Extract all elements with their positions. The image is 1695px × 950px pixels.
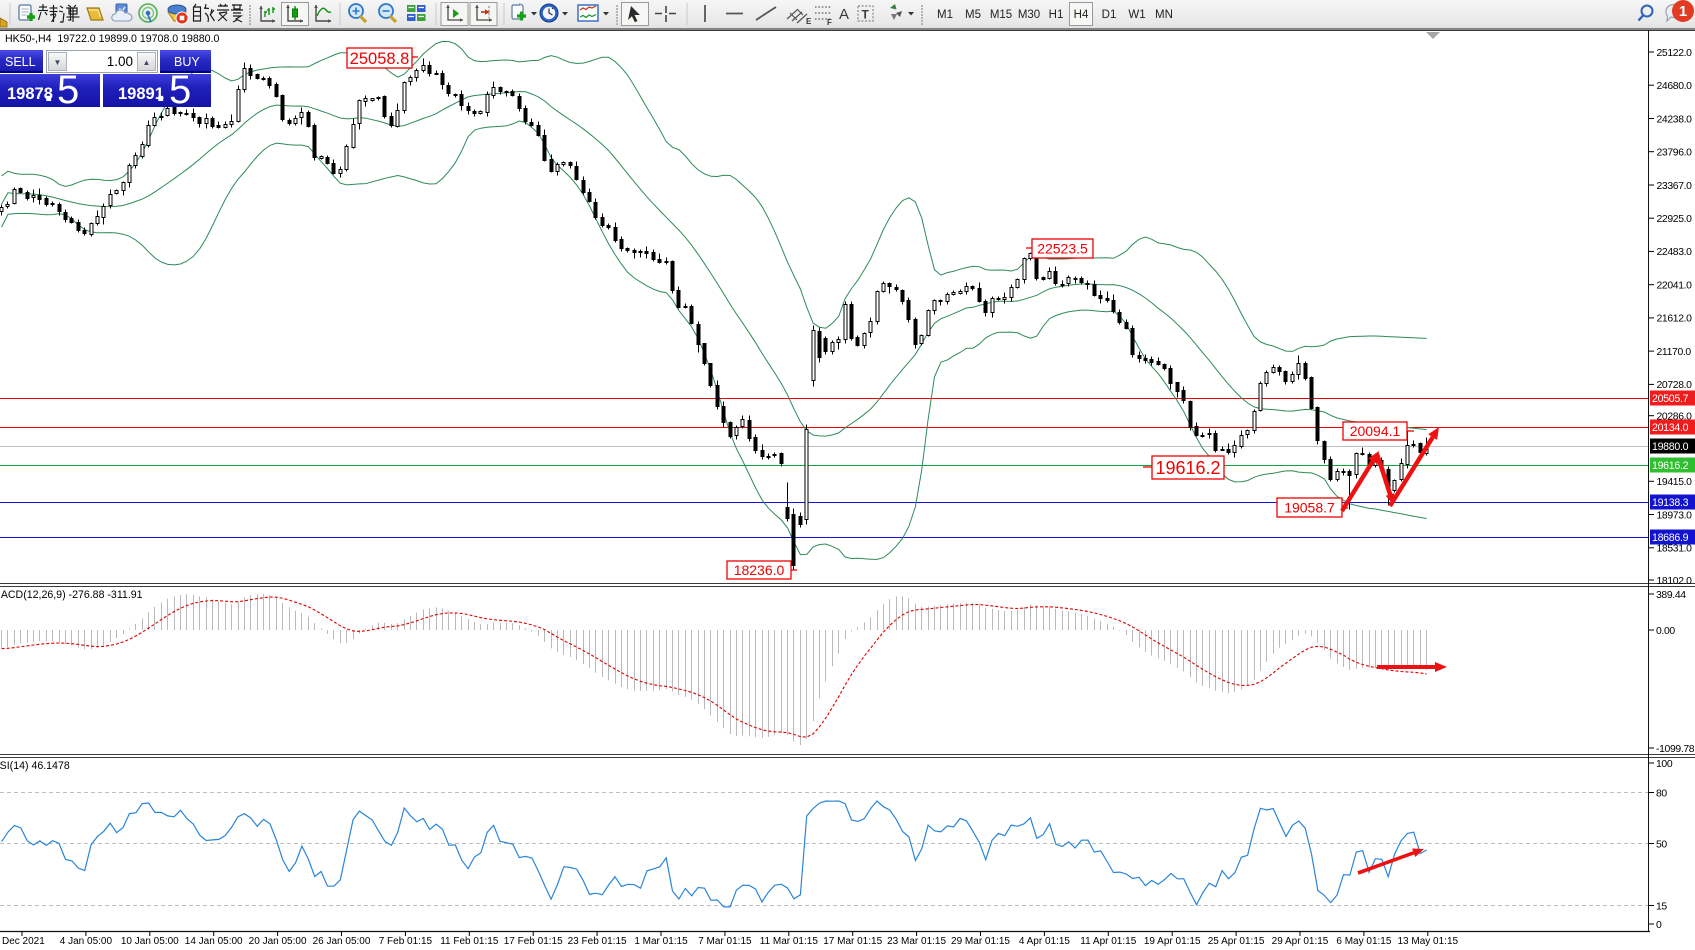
svg-text:0: 0 [1656,920,1662,931]
svg-text:1 Mar 01:15: 1 Mar 01:15 [634,936,688,947]
svg-text:29 Apr 01:15: 29 Apr 01:15 [1272,936,1329,947]
svg-text:W1: W1 [1128,9,1145,21]
svg-text:20 Jan 05:00: 20 Jan 05:00 [249,936,307,947]
svg-text:M1: M1 [937,9,953,21]
svg-text:10 Jan 05:00: 10 Jan 05:00 [121,936,179,947]
svg-text:23 Feb 01:15: 23 Feb 01:15 [568,936,627,947]
svg-text:RSI(14) 46.1478: RSI(14) 46.1478 [0,760,70,772]
svg-text:25 Apr 01:15: 25 Apr 01:15 [1208,936,1265,947]
svg-text:19 Apr 01:15: 19 Apr 01:15 [1144,936,1201,947]
svg-text:22483.0: 22483.0 [1657,247,1693,258]
svg-text:17 Feb 01:15: 17 Feb 01:15 [504,936,563,947]
svg-text:18102.0: 18102.0 [1657,576,1693,587]
svg-text:100: 100 [1656,759,1673,770]
svg-text:29 Mar 01:15: 29 Mar 01:15 [951,936,1010,947]
svg-text:MACD(12,26,9) -276.88 -311.91: MACD(12,26,9) -276.88 -311.91 [0,589,143,601]
svg-text:A: A [839,6,849,23]
svg-text:19880.0: 19880.0 [1652,441,1689,453]
svg-text:HK50-,H4 19722.0 19899.0 1970: HK50-,H4 19722.0 19899.0 19708.0 19880.0 [5,33,220,45]
svg-text:18531.0: 18531.0 [1657,544,1693,555]
svg-text:50: 50 [1656,839,1667,850]
svg-text:17 Mar 01:15: 17 Mar 01:15 [823,936,882,947]
svg-text:21170.0: 21170.0 [1657,347,1692,358]
svg-text:23367.0: 23367.0 [1657,181,1693,192]
svg-text:11 Mar 01:15: 11 Mar 01:15 [760,936,819,947]
svg-text:MN: MN [1155,9,1173,21]
svg-text:11 Feb 01:15: 11 Feb 01:15 [440,936,499,947]
svg-text:H4: H4 [1074,9,1089,21]
svg-text:22523.5: 22523.5 [1037,241,1088,257]
svg-text:19616.2: 19616.2 [1155,458,1220,478]
svg-text:19415.0: 19415.0 [1657,477,1693,488]
svg-text:25058.8: 25058.8 [350,50,410,68]
svg-text:20728.0: 20728.0 [1657,380,1693,391]
svg-text:T: T [862,8,870,22]
svg-text:18973.0: 18973.0 [1657,510,1693,521]
svg-text:20134.0: 20134.0 [1652,422,1689,434]
svg-text:20286.0: 20286.0 [1657,412,1693,423]
svg-text:6 May 01:15: 6 May 01:15 [1336,936,1391,947]
svg-text:26 Jan 05:00: 26 Jan 05:00 [313,936,371,947]
svg-text:23 Mar 01:15: 23 Mar 01:15 [887,936,946,947]
svg-text:24238.0: 24238.0 [1657,114,1693,125]
svg-text:19616.2: 19616.2 [1652,460,1689,472]
svg-text:F: F [827,18,832,27]
svg-text:Dec 2021: Dec 2021 [2,936,45,947]
svg-text:14 Jan 05:00: 14 Jan 05:00 [185,936,243,947]
svg-text:E: E [806,17,812,26]
svg-text:M30: M30 [1018,9,1040,21]
svg-text:22041.0: 22041.0 [1657,281,1693,292]
svg-text:25122.0: 25122.0 [1657,48,1693,59]
svg-text:21612.0: 21612.0 [1657,314,1693,325]
svg-text:H1: H1 [1049,9,1064,21]
svg-text:20094.1: 20094.1 [1350,423,1401,439]
svg-text:18236.0: 18236.0 [734,562,785,578]
svg-text:23796.0: 23796.0 [1657,148,1693,159]
svg-text:M5: M5 [965,9,981,21]
svg-text:15: 15 [1656,901,1667,912]
svg-text:80: 80 [1656,788,1667,799]
svg-text:M15: M15 [990,9,1012,21]
svg-text:18686.9: 18686.9 [1652,532,1689,544]
svg-text:4 Jan 05:00: 4 Jan 05:00 [60,936,113,947]
svg-text:19058.7: 19058.7 [1284,500,1335,516]
svg-text:D1: D1 [1102,9,1117,21]
svg-text:13 May 01:15: 13 May 01:15 [1397,936,1458,947]
svg-text:0.00: 0.00 [1656,626,1675,637]
svg-text:7 Mar 01:15: 7 Mar 01:15 [698,936,752,947]
svg-text:19138.3: 19138.3 [1652,497,1689,509]
svg-text:20505.7: 20505.7 [1652,393,1689,405]
svg-text:4 Apr 01:15: 4 Apr 01:15 [1019,936,1071,947]
svg-text:11 Apr 01:15: 11 Apr 01:15 [1080,936,1136,947]
svg-text:-1099.78: -1099.78 [1656,744,1695,755]
svg-text:389.44: 389.44 [1656,590,1686,601]
svg-text:1: 1 [1679,3,1687,20]
svg-text:22925.0: 22925.0 [1657,214,1693,225]
svg-text:7 Feb 01:15: 7 Feb 01:15 [379,936,433,947]
svg-text:24680.0: 24680.0 [1657,81,1693,92]
